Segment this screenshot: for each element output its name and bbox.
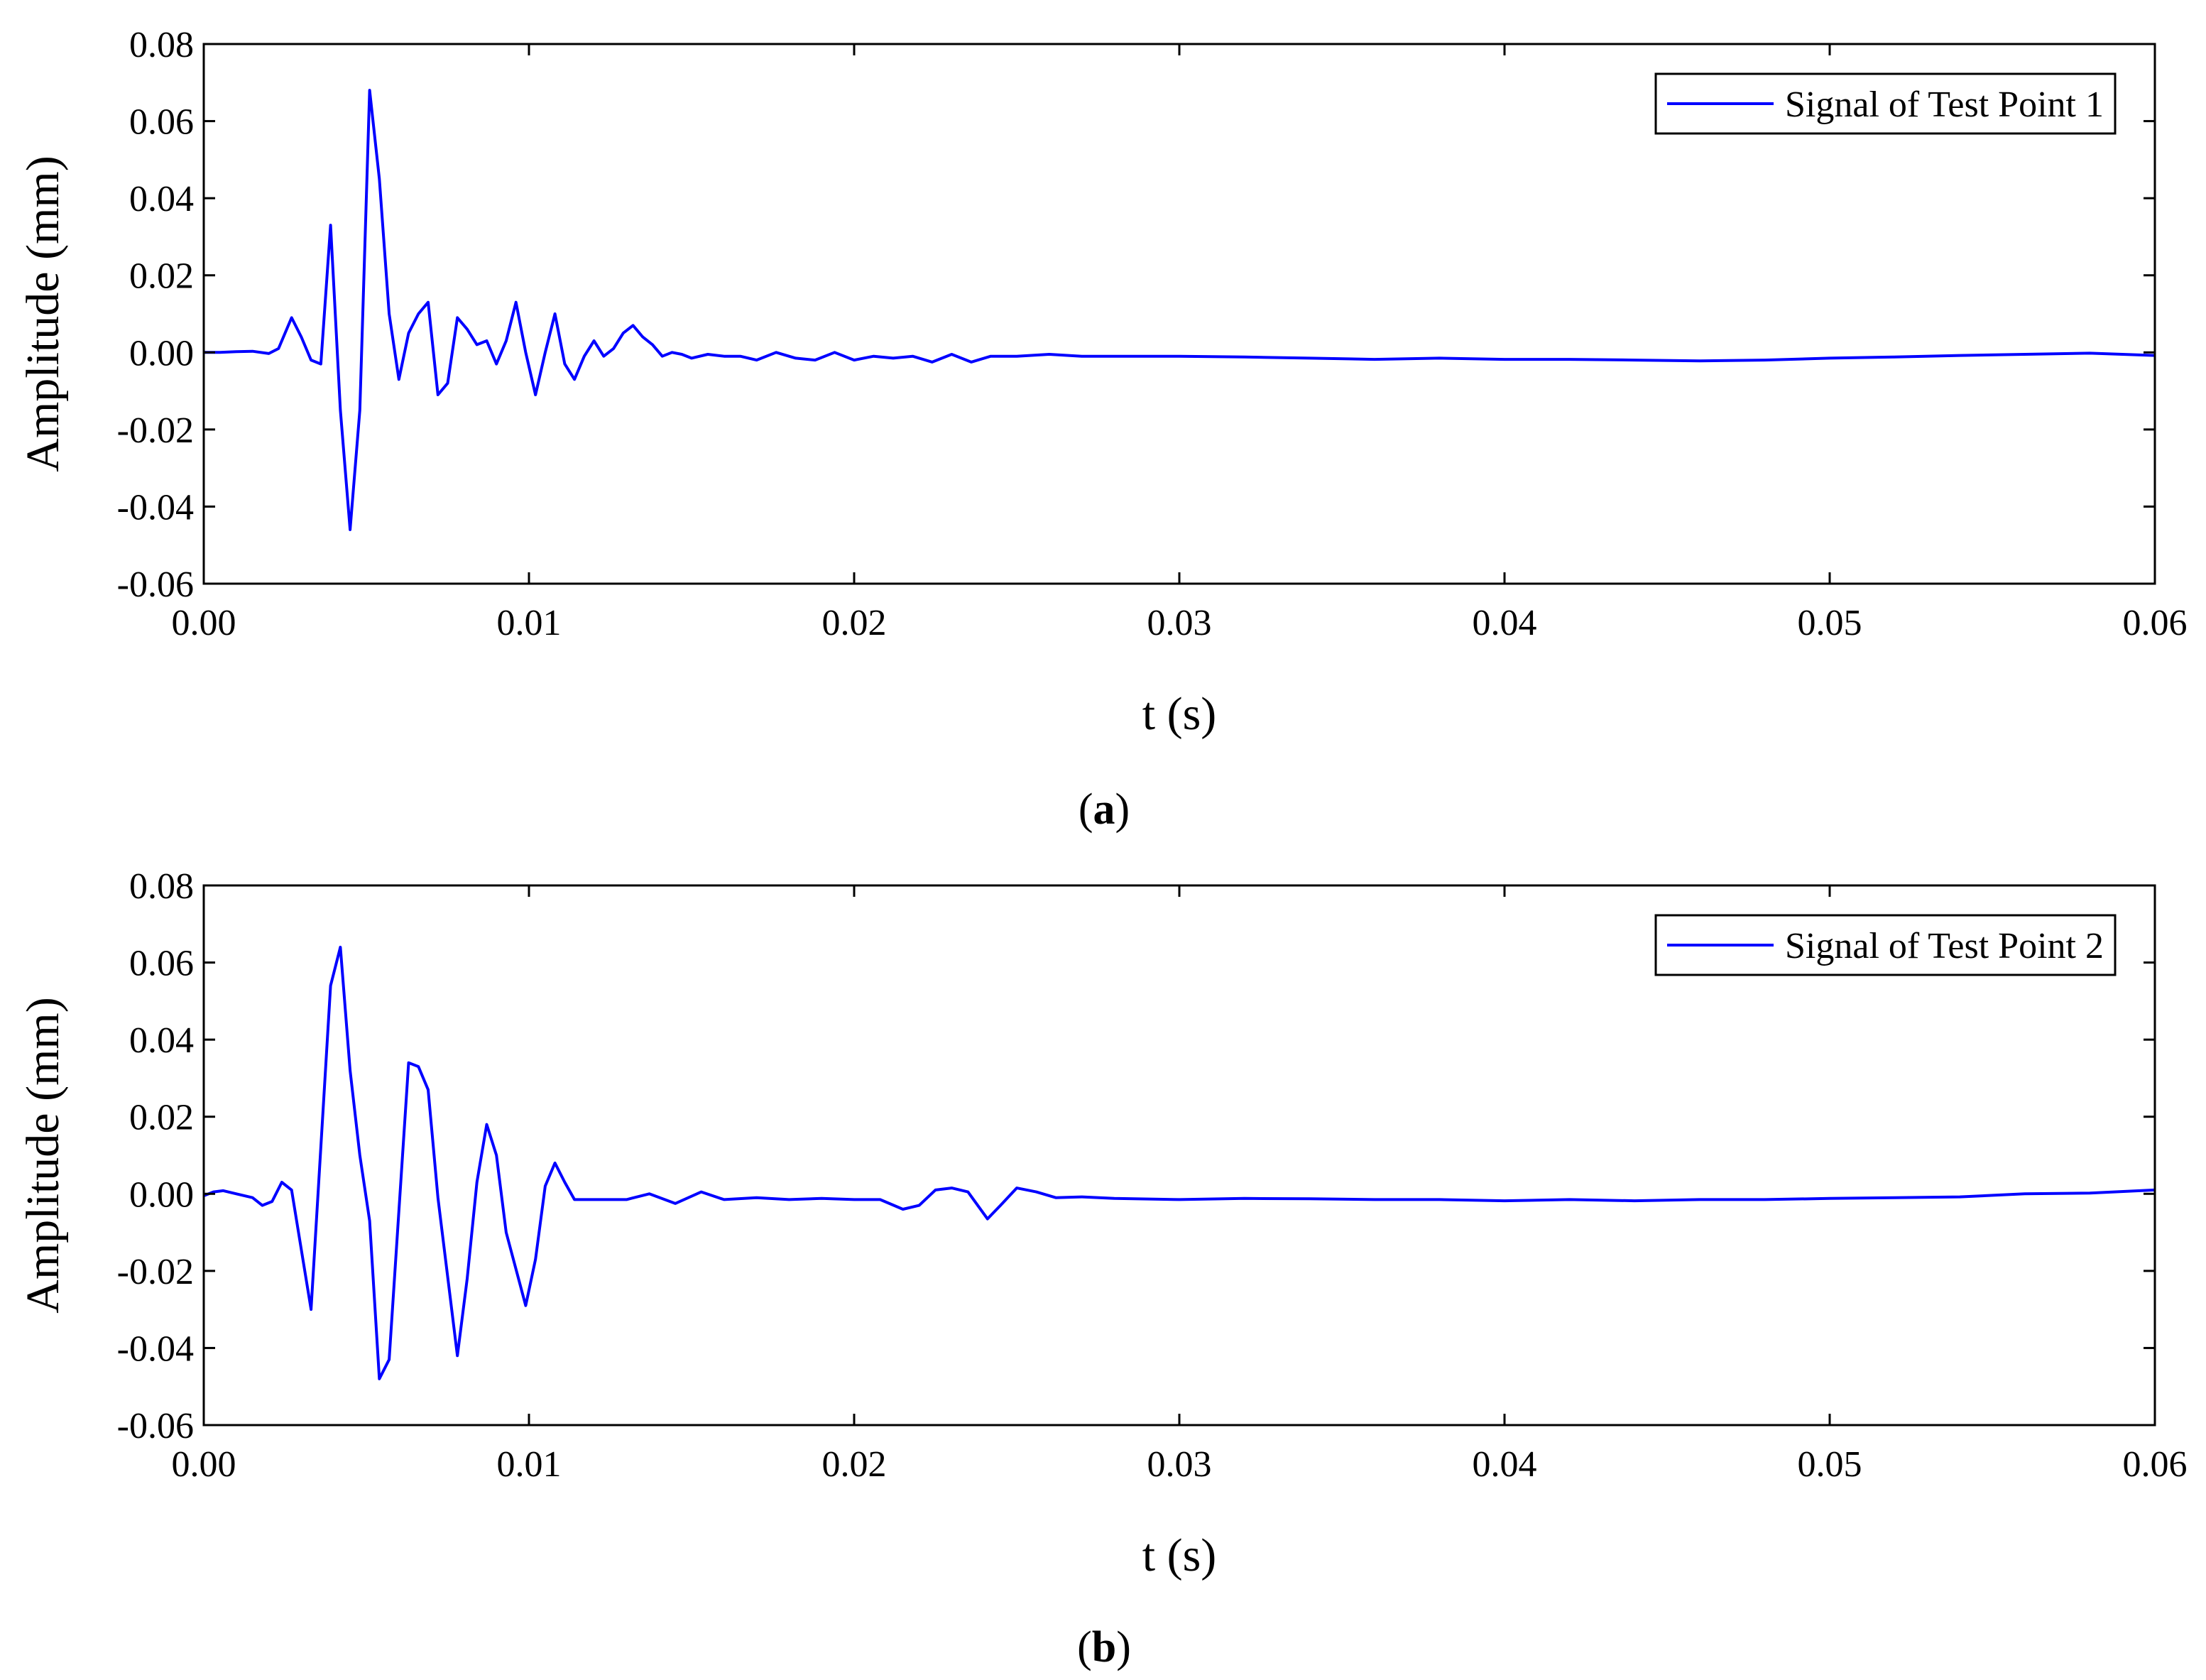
panel-b: 0.00 0.01 0.02 0.03 0.04 0.05 0.06 -0.06 -0.04 -0… <box>17 866 2188 1671</box>
y-tick-label: 0.00 <box>129 333 194 373</box>
x-tick-label: 0.01 <box>497 1444 562 1485</box>
panel-a-caption: (a) <box>1079 785 1130 834</box>
x-tick-label: 0.00 <box>172 603 236 643</box>
y-tick-label: 0.08 <box>129 25 194 65</box>
y-tick-label: 0.00 <box>129 1174 194 1215</box>
y-tick-label: -0.06 <box>117 564 194 605</box>
x-tick-label: 0.00 <box>172 1444 236 1485</box>
y-tick-label: -0.06 <box>117 1406 194 1446</box>
legend-label: Signal of Test Point 2 <box>1785 926 2104 966</box>
plot-area-a: 0.00 0.01 0.02 0.03 0.04 0.05 0.06 -0.06 -0.04 -0… <box>17 25 2188 740</box>
y-tick-label: -0.02 <box>117 410 194 451</box>
x-tick-label: 0.05 <box>1798 603 1862 643</box>
y-tick-label: -0.04 <box>117 1329 194 1369</box>
x-axis-title: t (s) <box>1142 688 1216 740</box>
legend: Signal of Test Point 1 <box>1654 72 2117 135</box>
x-tick-label: 0.01 <box>497 603 562 643</box>
x-tick-label: 0.05 <box>1798 1444 1862 1485</box>
series-line-0 <box>203 945 2156 1380</box>
x-tick-label: 0.03 <box>1147 1444 1212 1485</box>
legend-label: Signal of Test Point 1 <box>1785 84 2104 125</box>
panel-b-caption: (b) <box>1077 1623 1131 1671</box>
y-tick-label: 0.02 <box>129 256 194 297</box>
y-tick-label: -0.04 <box>117 487 194 528</box>
plot-area-b: 0.00 0.01 0.02 0.03 0.04 0.05 0.06 -0.06 -0.04 -0… <box>17 866 2188 1581</box>
y-axis-title: Amplitude (mm) <box>17 997 69 1313</box>
y-tick-label: 0.08 <box>129 866 194 907</box>
y-tick-label: -0.02 <box>117 1252 194 1292</box>
x-tick-label: 0.03 <box>1147 603 1212 643</box>
x-tick-label: 0.06 <box>2123 603 2188 643</box>
x-axis-title: t (s) <box>1142 1529 1216 1581</box>
y-tick-label: 0.04 <box>129 1020 194 1061</box>
x-tick-label: 0.06 <box>2123 1444 2188 1485</box>
y-tick-label: 0.06 <box>129 102 194 143</box>
panel-a: 0.00 0.01 0.02 0.03 0.04 0.05 0.06 -0.06 -0.04 -0… <box>17 25 2188 834</box>
legend: Signal of Test Point 2 <box>1654 914 2117 976</box>
y-tick-label: 0.04 <box>129 179 194 219</box>
x-tick-label: 0.04 <box>1473 1444 1537 1485</box>
series-line-0 <box>204 89 2156 531</box>
x-tick-label: 0.02 <box>822 603 887 643</box>
y-tick-label: 0.06 <box>129 944 194 984</box>
x-tick-label: 0.04 <box>1473 603 1537 643</box>
y-tick-label: 0.02 <box>129 1098 194 1138</box>
x-tick-label: 0.02 <box>822 1444 887 1485</box>
y-axis-title: Amplitude (mm) <box>17 156 69 471</box>
